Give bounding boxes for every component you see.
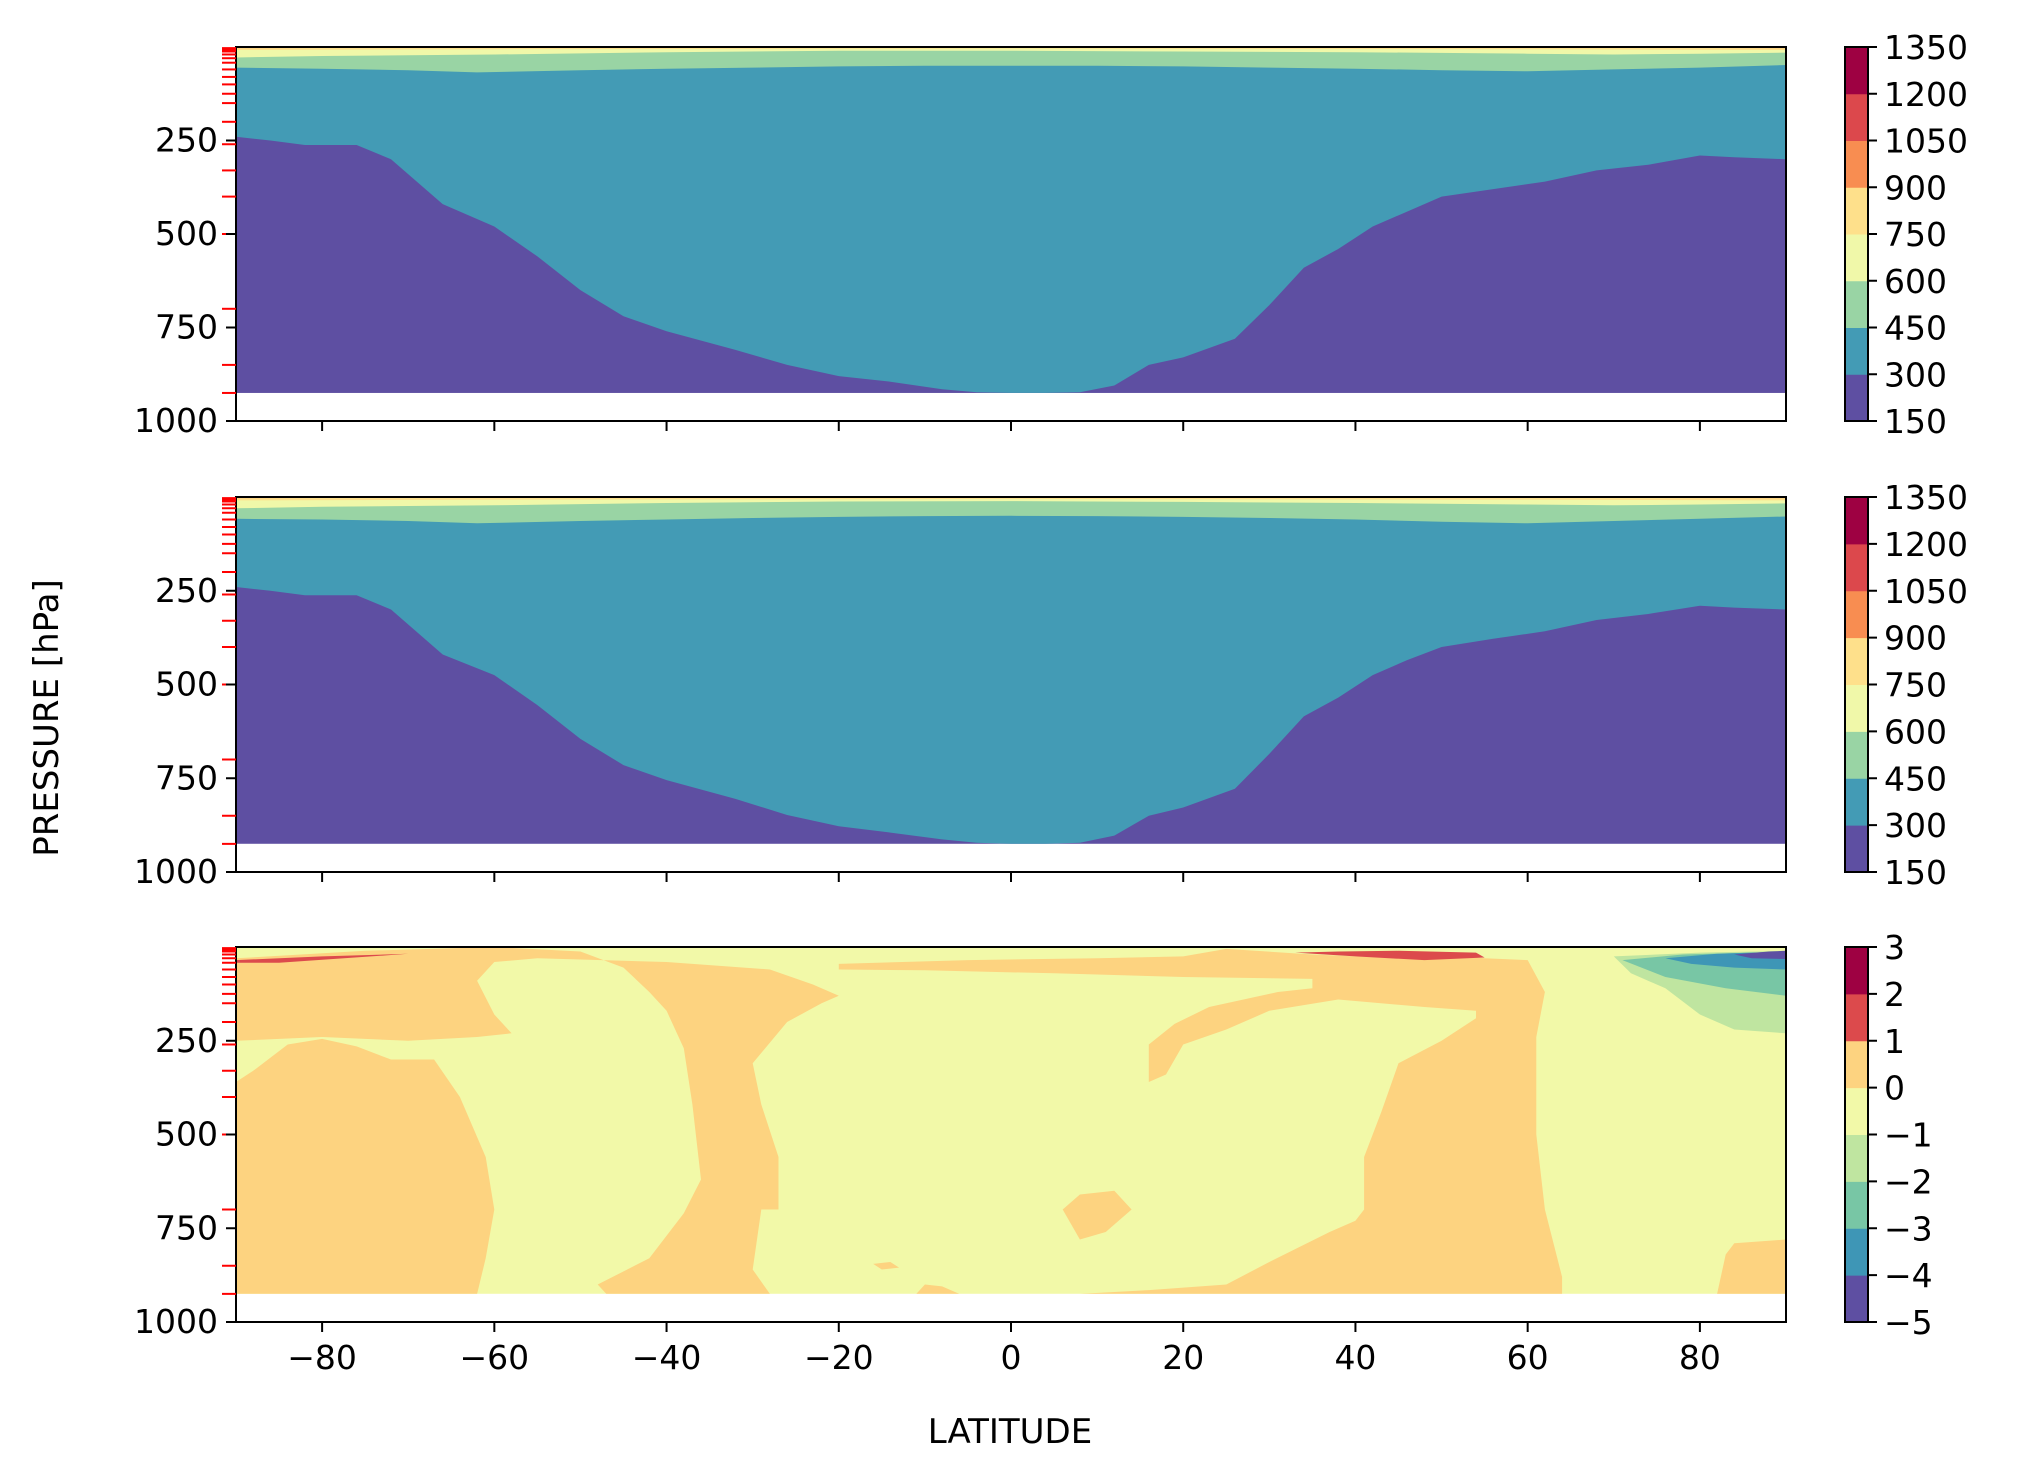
colorbar-tick-label: 150 (1884, 853, 1947, 892)
contour-field (236, 47, 1786, 393)
contour-band (236, 497, 1786, 844)
x-tick-label: 60 (1507, 1338, 1549, 1377)
colorbar-tick-label: −3 (1884, 1209, 1933, 1248)
colorbar-swatch (1845, 993, 1868, 1042)
contour-band (236, 47, 1786, 73)
contour-field (236, 497, 1786, 844)
x-tick-label: 40 (1334, 1338, 1376, 1377)
colorbar-swatch (1845, 234, 1868, 282)
contour-region (236, 953, 409, 963)
x-tick-label: −20 (804, 1338, 874, 1377)
contour-region (916, 1284, 960, 1294)
x-tick-label: −40 (632, 1338, 702, 1377)
colorbar-swatch (1845, 47, 1868, 95)
y-tick-label: 500 (155, 214, 218, 253)
colorbar-swatch (1845, 93, 1868, 141)
y-tick-label: 250 (155, 571, 218, 610)
colorbar-tick-label: 1200 (1884, 525, 1968, 564)
colorbar-swatch (1845, 637, 1868, 685)
colorbar-tick-label: 0 (1884, 1069, 1905, 1108)
x-tick-label: 0 (1001, 1338, 1022, 1377)
y-tick-label: 1000 (134, 1302, 218, 1341)
colorbar-tick-label: 450 (1884, 759, 1947, 798)
colorbar-tick-label: 600 (1884, 712, 1947, 751)
colorbar: 150 300 450 600 750 900 1050 1200 1350 (1844, 28, 1968, 441)
contour-region (1295, 950, 1485, 961)
colorbar-tick-label: 150 (1884, 402, 1947, 441)
colorbar: −5 −4 −3 −2 −1 0 1 2 3 (1844, 928, 1933, 1342)
x-tick-label: 80 (1679, 1338, 1721, 1377)
contour-region (1734, 950, 1786, 959)
colorbar-tick-label: −5 (1884, 1303, 1933, 1342)
colorbar: 150 300 450 600 750 900 1050 1200 1350 (1844, 478, 1968, 892)
colorbar-tick-label: 300 (1884, 806, 1947, 845)
colorbar-tick-label: 1 (1884, 1022, 1905, 1061)
colorbar-tick-label: 2 (1884, 975, 1905, 1014)
colorbar-tick-label: 900 (1884, 168, 1947, 207)
contour-region (838, 948, 1563, 1294)
y-tick-label: 750 (155, 1208, 218, 1247)
colorbar-swatch (1845, 947, 1868, 995)
y-tick-label: 750 (155, 758, 218, 797)
colorbar-swatch (1845, 497, 1868, 545)
colorbar-tick-label: 1350 (1884, 28, 1968, 67)
colorbar-swatch (1845, 543, 1868, 592)
colorbar-swatch (1845, 684, 1868, 732)
colorbar-swatch (1845, 1228, 1868, 1276)
contour-region (873, 1262, 900, 1270)
contour-region (236, 1038, 495, 1294)
colorbar-tick-label: −1 (1884, 1116, 1933, 1155)
colorbar-swatch (1845, 1275, 1868, 1323)
contour-region (236, 947, 839, 1294)
y-axis-title: PRESSURE [hPa] (27, 579, 67, 856)
colorbar-tick-label: 1200 (1884, 75, 1968, 114)
contour-band (236, 47, 1786, 393)
colorbar-swatch (1845, 1040, 1868, 1089)
colorbar-swatch (1845, 1181, 1868, 1229)
colorbar-tick-label: 750 (1884, 215, 1947, 254)
y-tick-label: 500 (155, 1115, 218, 1154)
colorbar-tick-label: 300 (1884, 355, 1947, 394)
colorbar-swatch (1845, 327, 1868, 375)
x-axis-title: LATITUDE (928, 1412, 1092, 1452)
colorbar-swatch (1845, 825, 1868, 873)
colorbar-tick-label: −2 (1884, 1162, 1933, 1201)
y-tick-label: 750 (155, 308, 218, 347)
colorbar-swatch (1845, 778, 1868, 826)
contour-band (236, 47, 1786, 58)
colorbar-swatch (1845, 1087, 1868, 1135)
colorbar-tick-label: 1050 (1884, 572, 1968, 611)
contour-field (236, 947, 1786, 1294)
colorbar-tick-label: 450 (1884, 309, 1947, 348)
x-tick-label: −80 (287, 1338, 357, 1377)
x-tick-label: −60 (460, 1338, 530, 1377)
contour-region (1062, 1190, 1132, 1240)
y-tick-label: 250 (155, 121, 218, 160)
colorbar-tick-label: 600 (1884, 262, 1947, 301)
contour-band (236, 497, 1786, 509)
y-tick-label: 500 (155, 665, 218, 704)
colorbar-swatch (1845, 731, 1868, 779)
colorbar-swatch (1845, 280, 1868, 328)
contour-region (1717, 1239, 1786, 1294)
y-tick-label: 1000 (134, 401, 218, 440)
x-tick-label: 20 (1162, 1338, 1204, 1377)
colorbar-swatch (1845, 1134, 1868, 1182)
colorbar-swatch (1845, 140, 1868, 188)
colorbar-tick-label: 900 (1884, 619, 1947, 658)
colorbar-tick-label: −4 (1884, 1256, 1933, 1295)
colorbar-tick-label: 3 (1884, 928, 1905, 967)
colorbar-tick-label: 1350 (1884, 478, 1968, 517)
y-tick-label: 250 (155, 1021, 218, 1060)
colorbar-swatch (1845, 590, 1868, 639)
colorbar-swatch (1845, 187, 1868, 235)
colorbar-tick-label: 750 (1884, 666, 1947, 705)
y-tick-label: 1000 (134, 852, 218, 891)
colorbar-swatch (1845, 374, 1868, 422)
colorbar-tick-label: 1050 (1884, 122, 1968, 161)
